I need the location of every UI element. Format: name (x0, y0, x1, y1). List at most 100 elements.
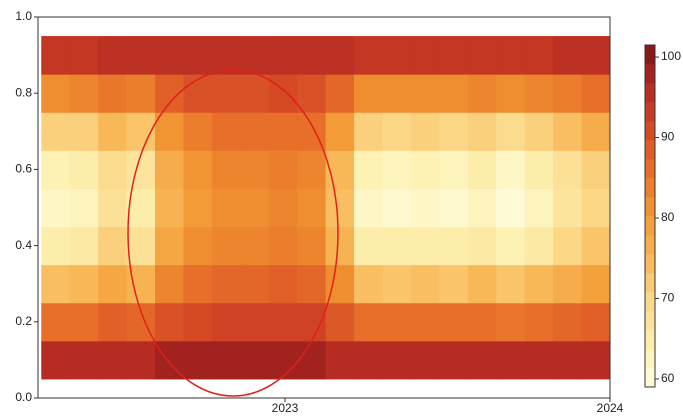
heat-cell (98, 36, 128, 75)
heat-cell (325, 302, 355, 342)
heat-cell (183, 36, 213, 75)
heat-cell (524, 74, 554, 113)
heat-cell (496, 150, 526, 189)
heat-cell (553, 150, 583, 189)
heat-cell (382, 188, 412, 228)
heat-cell (268, 36, 298, 75)
heat-cell (297, 188, 327, 228)
heat-cell (581, 302, 611, 342)
heat-cell (524, 226, 554, 266)
heat-cell (211, 264, 241, 304)
colorbar-band (645, 368, 655, 388)
heat-cell (581, 340, 611, 380)
heat-cell (467, 150, 497, 189)
heat-cell (155, 264, 184, 304)
heat-cell (69, 340, 99, 380)
heat-cell (382, 226, 412, 266)
heat-cell (155, 112, 184, 151)
heat-cell (211, 150, 241, 189)
heat-cell (496, 36, 526, 75)
heat-cell (155, 302, 184, 342)
heat-cell (410, 74, 440, 113)
heat-cell (439, 36, 469, 75)
heat-cell (581, 264, 611, 304)
heat-cell (467, 302, 497, 342)
heat-cell (496, 226, 526, 266)
heat-cell (211, 226, 241, 266)
heat-cell (439, 264, 469, 304)
heat-cell (325, 264, 355, 304)
heat-cell (354, 226, 383, 266)
heat-cell (69, 150, 99, 189)
y-tick-label: 0.4 (15, 238, 32, 252)
heatmap (41, 36, 611, 380)
heat-cell (69, 226, 99, 266)
heat-cell (41, 188, 71, 228)
heat-cell (211, 74, 241, 113)
heat-cell (268, 74, 298, 113)
heat-cell (524, 36, 554, 75)
heat-cell (467, 36, 497, 75)
heat-cell (69, 74, 99, 113)
heat-cell (354, 188, 383, 228)
colorbar-band (645, 216, 655, 236)
heat-cell (410, 112, 440, 151)
colorbar-tick-label: 80 (661, 210, 675, 224)
heat-cell (268, 264, 298, 304)
heat-cell (240, 188, 270, 228)
heat-cell (183, 188, 213, 228)
heat-cell (297, 264, 327, 304)
heat-cell (553, 36, 583, 75)
heat-cell (155, 226, 184, 266)
heat-cell (98, 226, 128, 266)
heat-cell (155, 36, 184, 75)
heat-cell (439, 74, 469, 113)
heat-cell (553, 188, 583, 228)
heat-cell (524, 340, 554, 380)
heat-cell (467, 74, 497, 113)
heat-cell (211, 112, 241, 151)
heat-cell (183, 226, 213, 266)
heat-cell (268, 340, 298, 380)
heat-cell (325, 340, 355, 380)
heat-cell (69, 302, 99, 342)
colorbar-band (645, 159, 655, 179)
heat-cell (325, 188, 355, 228)
heat-cell (439, 226, 469, 266)
heat-cell (268, 112, 298, 151)
heat-cell (410, 188, 440, 228)
heat-cell (325, 74, 355, 113)
heat-cell (69, 264, 99, 304)
heat-cell (41, 112, 71, 151)
heat-cell (410, 302, 440, 342)
colorbar-band (645, 121, 655, 141)
heat-cell (524, 302, 554, 342)
heat-cell (524, 264, 554, 304)
heat-cell (126, 340, 156, 380)
heat-cell (240, 264, 270, 304)
heat-cell (98, 340, 128, 380)
heat-cell (297, 36, 327, 75)
heat-cell (439, 112, 469, 151)
heat-cell (524, 188, 554, 228)
colorbar-band (645, 311, 655, 331)
heat-cell (126, 36, 156, 75)
colorbar-tick-label: 60 (661, 371, 675, 385)
heat-cell (496, 74, 526, 113)
heat-cell (410, 36, 440, 75)
heat-cell (581, 36, 611, 75)
colorbar-tick-label: 100 (661, 49, 681, 63)
heat-cell (467, 226, 497, 266)
heat-cell (382, 150, 412, 189)
heat-cell (240, 74, 270, 113)
heat-cell (183, 150, 213, 189)
colorbar-band (645, 102, 655, 122)
heat-cell (98, 188, 128, 228)
heat-cell (553, 74, 583, 113)
heat-cell (297, 226, 327, 266)
heat-cell (41, 74, 71, 113)
colorbar-band (645, 292, 655, 312)
heat-cell (553, 340, 583, 380)
heat-cell (69, 36, 99, 75)
heat-cell (240, 150, 270, 189)
